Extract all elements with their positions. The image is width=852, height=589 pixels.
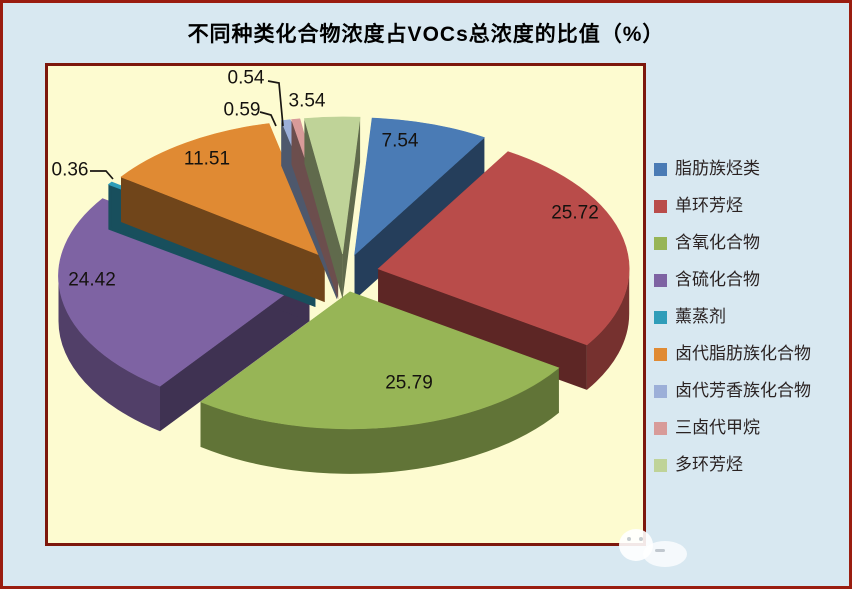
legend-swatch-icon	[654, 421, 667, 435]
legend-swatch-icon	[654, 199, 667, 213]
legend-swatch-icon	[654, 236, 667, 250]
legend-swatch-icon	[654, 162, 667, 176]
watermark-cloud-icon	[613, 525, 723, 575]
plot-area: 7.54 25.72 25.79 24.42 0.36 11.51 0.59 0.54 3.54	[45, 63, 646, 546]
value-label-3: 24.42	[68, 270, 116, 291]
legend-label: 脂肪族烃类	[675, 159, 760, 178]
value-label-7: 0.54	[228, 68, 265, 89]
value-label-6: 0.59	[224, 100, 261, 121]
value-label-1: 25.72	[551, 203, 599, 224]
pie-slice-2	[199, 291, 560, 474]
legend-item-2: 含氧化合物	[654, 233, 811, 253]
legend-item-0: 脂肪族烃类	[654, 159, 811, 179]
pie-3d: 7.54 25.72 25.79 24.42 0.36 11.51 0.59 0.54 3.54	[52, 68, 630, 474]
pie-slice-8	[304, 116, 361, 299]
legend-item-1: 单环芳烃	[654, 196, 811, 216]
legend-label: 含硫化合物	[675, 270, 760, 289]
legend-swatch-icon	[654, 458, 667, 472]
pie-slice-0	[354, 117, 485, 300]
legend-label: 含氧化合物	[675, 233, 760, 252]
label-leader-4	[90, 170, 114, 180]
value-label-5: 11.51	[184, 149, 230, 170]
value-label-2: 25.79	[385, 373, 433, 394]
legend-label: 卤代芳香族化合物	[675, 381, 811, 400]
legend-swatch-icon	[654, 310, 667, 324]
label-leader-6	[259, 111, 277, 127]
legend-label: 三卤代甲烷	[675, 418, 760, 437]
label-leader-7	[267, 80, 284, 127]
value-label-4: 0.36	[52, 160, 89, 181]
value-label-0: 7.54	[382, 131, 419, 152]
legend-label: 薰蒸剂	[675, 307, 726, 326]
legend-item-8: 多环芳烃	[654, 455, 811, 475]
legend-swatch-icon	[654, 384, 667, 398]
legend-item-5: 卤代脂肪族化合物	[654, 344, 811, 364]
legend-label: 单环芳烃	[675, 196, 743, 215]
legend-item-3: 含硫化合物	[654, 270, 811, 290]
legend-label: 多环芳烃	[675, 455, 743, 474]
chart-title: 不同种类化合物浓度占VOCs总浓度的比值（%）	[187, 23, 665, 46]
legend-item-4: 薰蒸剂	[654, 307, 811, 327]
value-label-8: 3.54	[289, 91, 326, 112]
legend-item-7: 三卤代甲烷	[654, 418, 811, 438]
legend-item-6: 卤代芳香族化合物	[654, 381, 811, 401]
legend-label: 卤代脂肪族化合物	[675, 344, 811, 363]
legend-swatch-icon	[654, 273, 667, 287]
legend: 脂肪族烃类单环芳烃含氧化合物含硫化合物薰蒸剂卤代脂肪族化合物 卤代芳香族化合物 三卤…	[654, 159, 811, 475]
legend-swatch-icon	[654, 347, 667, 361]
